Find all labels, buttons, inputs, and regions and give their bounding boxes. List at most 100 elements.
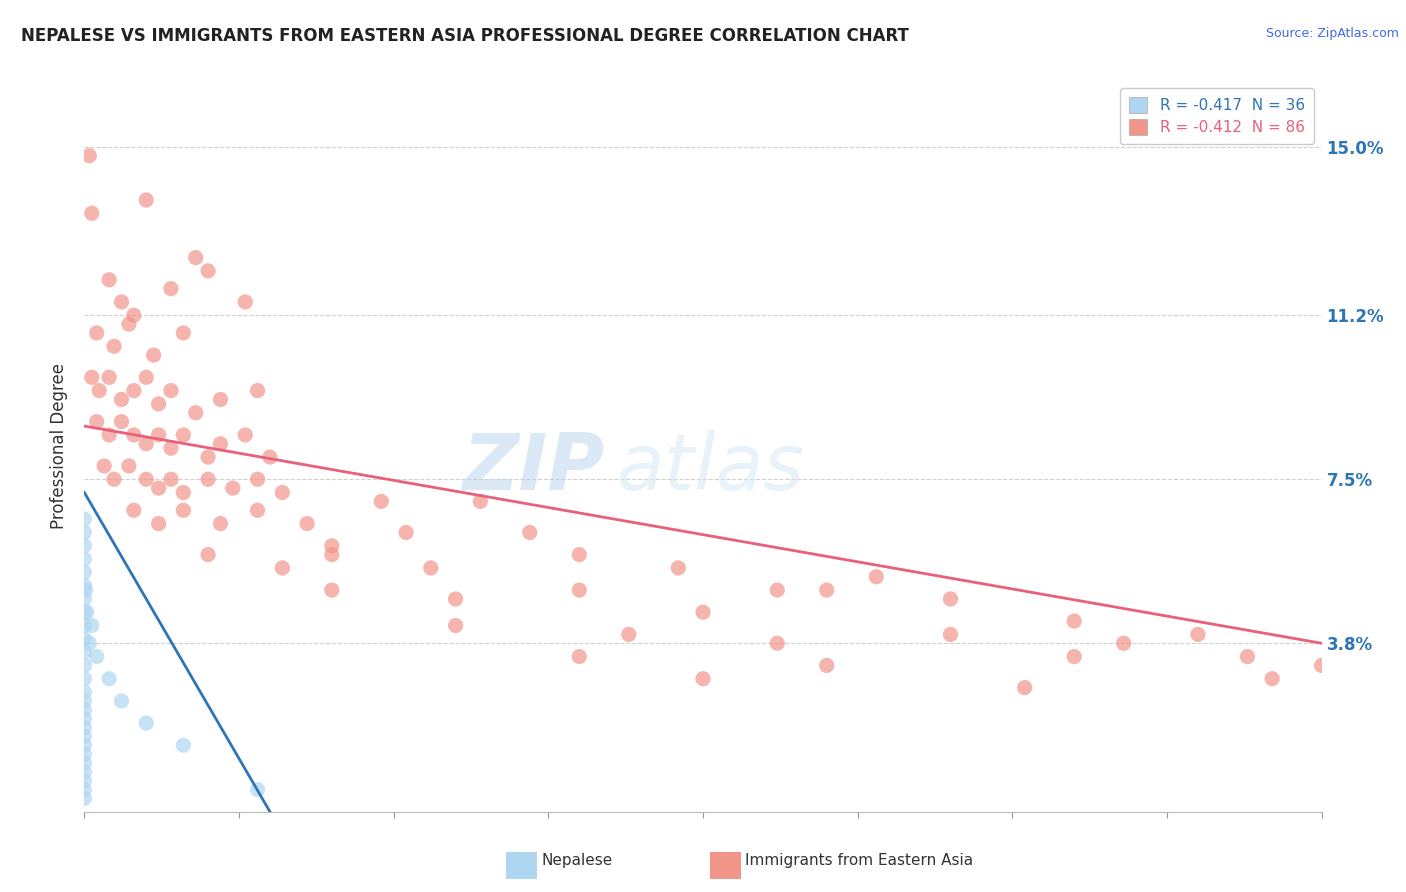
Point: [444, 618, 467, 632]
Point: [271, 485, 294, 500]
Point: [172, 503, 194, 517]
Point: [184, 251, 207, 265]
Point: [73, 632, 96, 646]
Point: [295, 516, 318, 531]
Point: [73, 672, 96, 686]
Point: [73, 791, 96, 805]
Point: [939, 591, 962, 606]
Point: [122, 308, 145, 322]
Text: Source: ZipAtlas.com: Source: ZipAtlas.com: [1265, 27, 1399, 40]
Point: [419, 561, 441, 575]
Point: [233, 294, 256, 309]
Point: [568, 649, 591, 664]
Point: [73, 738, 96, 752]
Point: [617, 627, 640, 641]
Text: Nepalese: Nepalese: [541, 854, 613, 868]
Point: [160, 384, 183, 398]
Point: [73, 756, 96, 770]
Point: [73, 618, 96, 632]
Point: [110, 694, 132, 708]
Point: [246, 782, 269, 797]
Point: [246, 503, 269, 517]
Point: [73, 773, 96, 788]
Point: [135, 716, 157, 731]
Point: [172, 485, 194, 500]
Point: [93, 458, 115, 473]
Point: [73, 747, 96, 761]
Point: [110, 294, 132, 309]
Point: [370, 494, 392, 508]
Point: [172, 428, 194, 442]
Point: [73, 712, 96, 726]
Point: [148, 428, 170, 442]
Point: [815, 583, 838, 598]
Point: [172, 326, 194, 340]
Point: [321, 539, 343, 553]
Point: [939, 627, 962, 641]
Point: [246, 472, 269, 486]
Point: [80, 618, 103, 632]
Point: [76, 605, 98, 619]
Point: [103, 339, 125, 353]
Point: [470, 494, 492, 508]
Point: [73, 645, 96, 659]
Point: [209, 437, 232, 451]
Point: [148, 516, 170, 531]
Point: [172, 738, 194, 752]
Point: [73, 721, 96, 735]
Point: [73, 591, 96, 606]
Point: [148, 481, 170, 495]
Point: [568, 583, 591, 598]
Point: [73, 782, 96, 797]
Point: [160, 472, 183, 486]
Point: [86, 649, 108, 664]
Point: [160, 282, 183, 296]
Point: [75, 583, 97, 598]
Point: [118, 317, 141, 331]
Text: atlas: atlas: [616, 430, 804, 506]
Point: [103, 472, 125, 486]
Point: [73, 552, 96, 566]
Point: [73, 605, 96, 619]
Point: [79, 148, 101, 162]
Point: [444, 591, 467, 606]
Text: ZIP: ZIP: [461, 430, 605, 506]
Point: [122, 503, 145, 517]
Point: [98, 370, 121, 384]
Point: [246, 384, 269, 398]
Point: [1236, 649, 1258, 664]
Point: [135, 370, 157, 384]
Point: [209, 516, 232, 531]
Point: [73, 539, 96, 553]
Point: [197, 264, 219, 278]
Point: [259, 450, 281, 464]
Point: [1187, 627, 1209, 641]
Point: [692, 672, 714, 686]
Point: [110, 415, 132, 429]
Point: [73, 512, 96, 526]
Point: [73, 525, 96, 540]
Point: [98, 672, 121, 686]
Point: [73, 694, 96, 708]
Point: [1310, 658, 1333, 673]
Point: [73, 730, 96, 744]
Point: [80, 370, 103, 384]
Point: [766, 583, 789, 598]
Point: [222, 481, 245, 495]
Point: [73, 658, 96, 673]
Point: [80, 206, 103, 220]
Point: [86, 326, 108, 340]
Point: [73, 579, 96, 593]
Point: [86, 415, 108, 429]
Point: [568, 548, 591, 562]
Legend: R = -0.417  N = 36, R = -0.412  N = 86: R = -0.417 N = 36, R = -0.412 N = 86: [1121, 88, 1315, 145]
Point: [233, 428, 256, 442]
Point: [160, 441, 183, 455]
Point: [184, 406, 207, 420]
Point: [73, 566, 96, 580]
Point: [1261, 672, 1284, 686]
Point: [197, 472, 219, 486]
Point: [122, 428, 145, 442]
Point: [98, 428, 121, 442]
Point: [118, 458, 141, 473]
